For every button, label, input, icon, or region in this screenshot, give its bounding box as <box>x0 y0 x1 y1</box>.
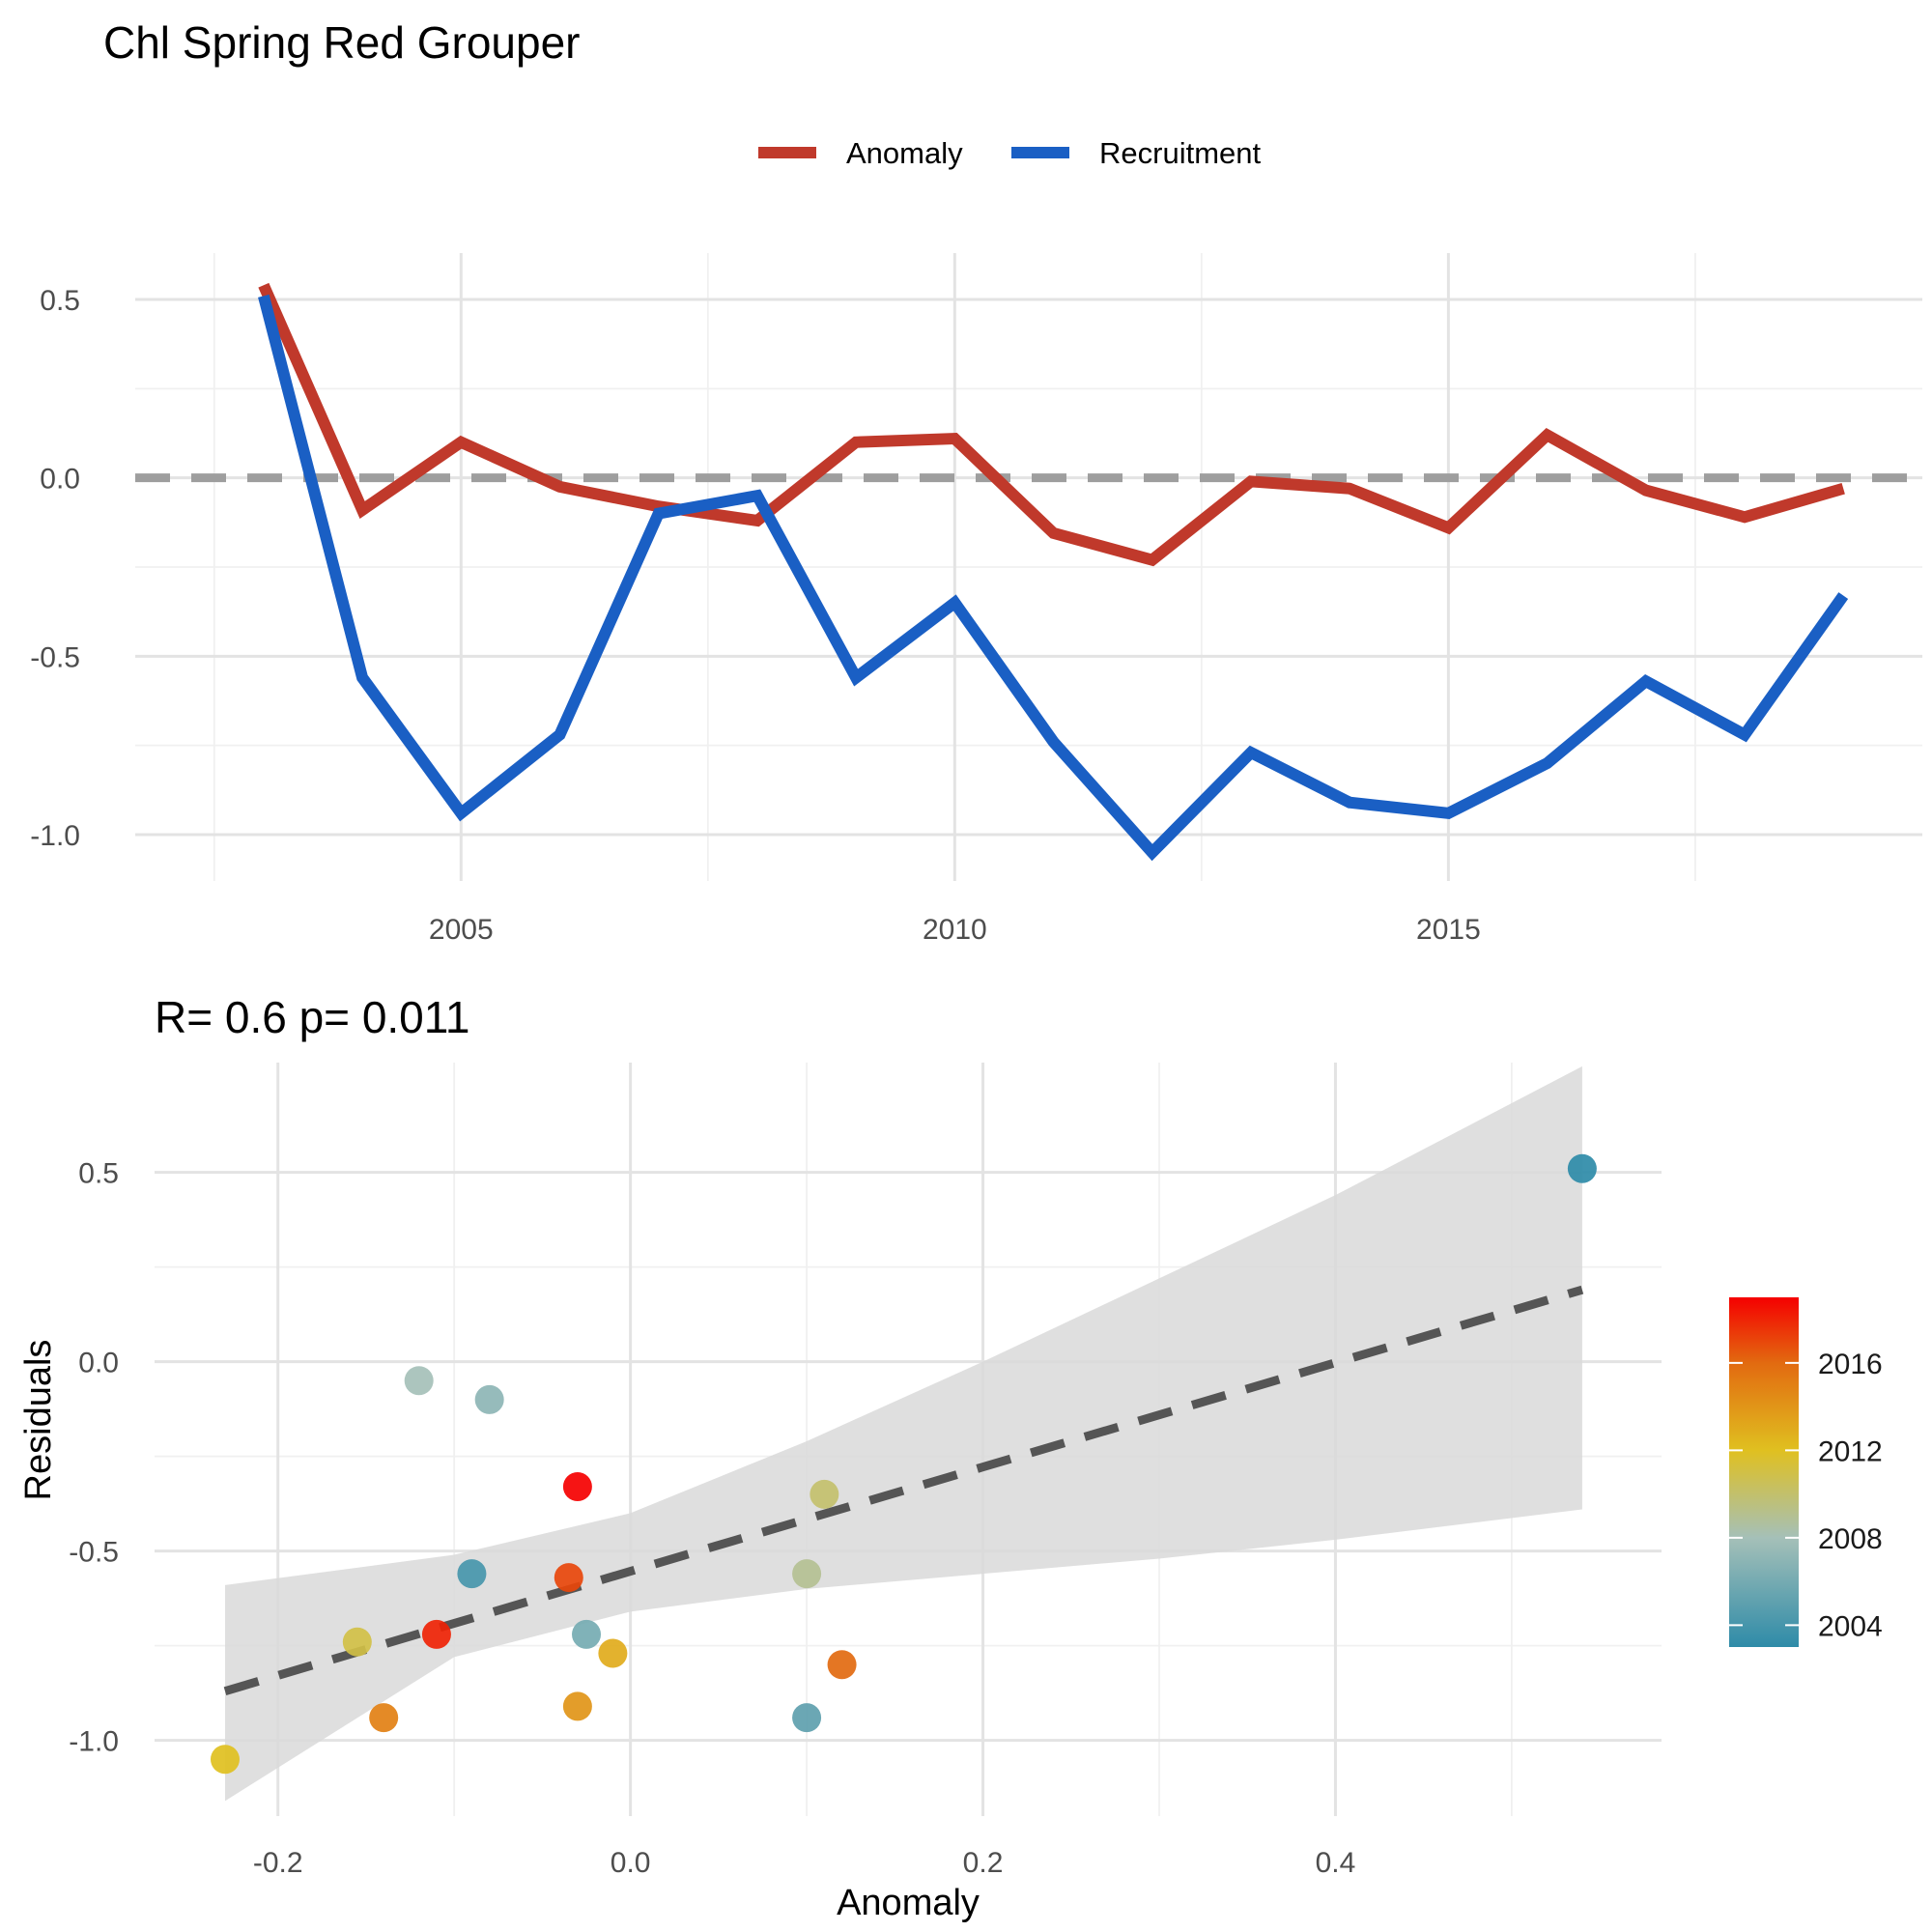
scatter-point-2010 <box>810 1479 839 1509</box>
chart-title: Chl Spring Red Grouper <box>103 17 580 68</box>
scatter-point-2011 <box>342 1627 372 1657</box>
x-axis-label: Anomaly <box>837 1883 980 1923</box>
scatter-point-2015 <box>369 1703 399 1733</box>
legend-label-recruitment: Recruitment <box>1099 136 1261 170</box>
scatter-points <box>210 1153 1597 1775</box>
y-tick-label: -0.5 <box>69 1537 119 1569</box>
series-line-anomaly <box>258 282 1845 567</box>
x-tick-label: 0.4 <box>1316 1847 1356 1879</box>
scatter-y-ticks: 0.5 0.0 -0.5 -1.0 <box>69 1158 119 1758</box>
y-tick-label: -1.0 <box>30 820 80 852</box>
scatter-point-2019 <box>562 1471 592 1501</box>
x-tick-label: 0.2 <box>963 1847 1004 1879</box>
y-tick-label: 0.5 <box>40 285 80 317</box>
scatter-point-2003 <box>1567 1153 1597 1183</box>
scatter-point-2018 <box>421 1619 451 1649</box>
y-axis-label: Residuals <box>18 1340 59 1501</box>
x-tick-label: -0.2 <box>253 1847 303 1879</box>
scatter-point-2006 <box>572 1619 602 1649</box>
x-tick-label: 0.0 <box>611 1847 651 1879</box>
timeseries-panel: 0.5 0.0 -0.5 -1.0 2005 2010 2015 <box>30 253 1922 946</box>
colorbar-tick-label: 2008 <box>1818 1523 1883 1555</box>
scatter-point-2009 <box>792 1559 822 1589</box>
colorbar-tick-label: 2004 <box>1818 1610 1883 1642</box>
colorbar-tick-label: 2012 <box>1818 1435 1883 1467</box>
timeseries-lines <box>258 282 1849 862</box>
x-tick-label: 2005 <box>429 914 494 946</box>
timeseries-x-ticks: 2005 2010 2015 <box>429 914 1481 946</box>
scatter-panel: 0.5 0.0 -0.5 -1.0 -0.2 0.0 0.2 0.4 <box>69 1063 1662 1879</box>
legend-label-anomaly: Anomaly <box>846 136 963 170</box>
colorbar-gradient <box>1729 1297 1799 1647</box>
scatter-point-2014 <box>562 1691 592 1721</box>
correlation-subtitle: R= 0.6 p= 0.011 <box>155 992 470 1042</box>
series-line-recruitment <box>258 294 1849 862</box>
y-tick-label: 0.0 <box>40 464 80 496</box>
scatter-point-2012 <box>210 1745 240 1775</box>
legend: Anomaly Recruitment <box>758 136 1261 170</box>
timeseries-grid <box>135 253 1922 881</box>
regression-line <box>223 1285 1584 1695</box>
y-tick-label: -0.5 <box>30 641 80 673</box>
scatter-point-2017 <box>554 1563 583 1593</box>
colorbar-tick-label: 2016 <box>1818 1349 1883 1380</box>
colorbar-ticks: 2004 2008 2012 2016 <box>1729 1349 1883 1642</box>
colorbar: 2004 2008 2012 2016 <box>1729 1297 1883 1647</box>
y-tick-label: -1.0 <box>69 1726 119 1758</box>
scatter-point-2013 <box>598 1638 628 1668</box>
scatter-point-2004 <box>457 1559 487 1589</box>
confidence-band <box>224 1065 1582 1802</box>
y-tick-label: 0.0 <box>78 1348 119 1379</box>
scatter-point-2007 <box>474 1384 504 1414</box>
scatter-x-ticks: -0.2 0.0 0.2 0.4 <box>253 1847 1355 1879</box>
scatter-point-2005 <box>792 1703 822 1733</box>
y-tick-label: 0.5 <box>78 1158 119 1190</box>
x-tick-label: 2015 <box>1416 914 1481 946</box>
scatter-point-2008 <box>404 1366 434 1396</box>
x-tick-label: 2010 <box>923 914 987 946</box>
scatter-point-2016 <box>827 1650 857 1680</box>
timeseries-y-ticks: 0.5 0.0 -0.5 -1.0 <box>30 285 80 852</box>
